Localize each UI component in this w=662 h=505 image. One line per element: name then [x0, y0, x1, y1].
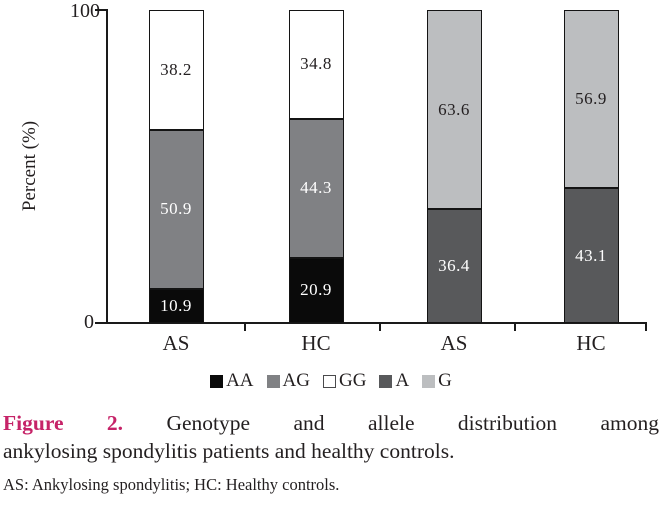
bar-value-label: 63.6 [438, 99, 470, 119]
bar-value-label: 38.2 [160, 59, 192, 79]
caption-label: Figure 2. [3, 411, 124, 435]
legend-item-ag: AG [266, 370, 310, 392]
bar-value-label: 44.3 [300, 178, 332, 198]
bar-segment-ag-hc-1: 44.3 [288, 118, 344, 258]
bar-value-label: 50.9 [160, 199, 192, 219]
bar-value-label: 10.9 [160, 295, 192, 315]
bar-segment-aa-hc-1: 20.9 [288, 257, 344, 323]
legend: AA AG GG A G [0, 370, 662, 392]
legend-swatch-aa-icon [210, 374, 224, 388]
legend-swatch-a-icon [379, 374, 393, 388]
caption-footnote: AS: Ankylosing spondylitis; HC: Healthy … [3, 475, 340, 494]
legend-item-aa: AA [210, 370, 254, 392]
legend-item-g: G [422, 370, 452, 392]
bar-value-label: 20.9 [300, 280, 332, 300]
legend-swatch-g-icon [422, 374, 436, 388]
bar-segment-a-as-2: 36.4 [426, 209, 482, 323]
bar-segment-a-hc-3: 43.1 [563, 188, 619, 323]
x-axis-tick-2 [514, 323, 516, 331]
bar-segment-g-as-2: 63.6 [426, 10, 482, 210]
x-category-label-as-2: AS [440, 331, 468, 355]
caption-line-1: Figure 2. Genotype and allele distributi… [3, 410, 659, 438]
y-tick-label-0: 0 [84, 311, 94, 333]
legend-label-ag: AG [282, 370, 310, 391]
caption-text-2: ankylosing spondylitis patients and heal… [3, 438, 455, 463]
legend-swatch-gg-icon [322, 374, 336, 388]
x-axis-tick-3 [645, 323, 647, 331]
caption-text-1: Genotype and allele distribution among [166, 411, 659, 435]
x-category-label-hc-1: HC [301, 331, 331, 355]
bar-value-label: 56.9 [575, 89, 607, 109]
legend-swatch-ag-icon [266, 374, 280, 388]
bar-value-label: 34.8 [300, 54, 332, 74]
x-category-label-hc-3: HC [576, 331, 606, 355]
legend-label-aa: AA [226, 370, 254, 391]
bar-segment-gg-hc-1: 34.8 [288, 10, 344, 119]
bar-segment-ag-as-0: 50.9 [148, 129, 204, 289]
legend-item-gg: GG [322, 370, 367, 392]
x-axis-tick-1 [379, 323, 381, 331]
bar-segment-g-hc-3: 56.9 [563, 10, 619, 189]
plot-area: 10.9 50.9 38.2 AS 20.9 44.3 34.8 HC 36.4 63.6 AS 43… [148, 10, 647, 355]
x-axis-tick-0 [244, 323, 246, 331]
bar-value-label: 43.1 [575, 245, 607, 265]
legend-label-g: G [438, 370, 452, 391]
x-axis-line [95, 322, 647, 324]
legend-item-a: A [379, 370, 409, 392]
y-tick-100 [95, 9, 108, 11]
legend-label-a: A [395, 370, 410, 391]
bar-value-label: 36.4 [438, 256, 470, 276]
y-axis-line [106, 9, 108, 324]
legend-label-gg: GG [338, 370, 367, 391]
bar-segment-aa-as-0: 10.9 [148, 288, 204, 323]
bar-segment-gg-as-0: 38.2 [148, 10, 204, 130]
y-tick-label-100: 100 [70, 0, 100, 22]
figure-caption: Figure 2. Genotype and allele distributi… [3, 410, 659, 465]
x-category-label-as-0: AS [162, 331, 190, 355]
